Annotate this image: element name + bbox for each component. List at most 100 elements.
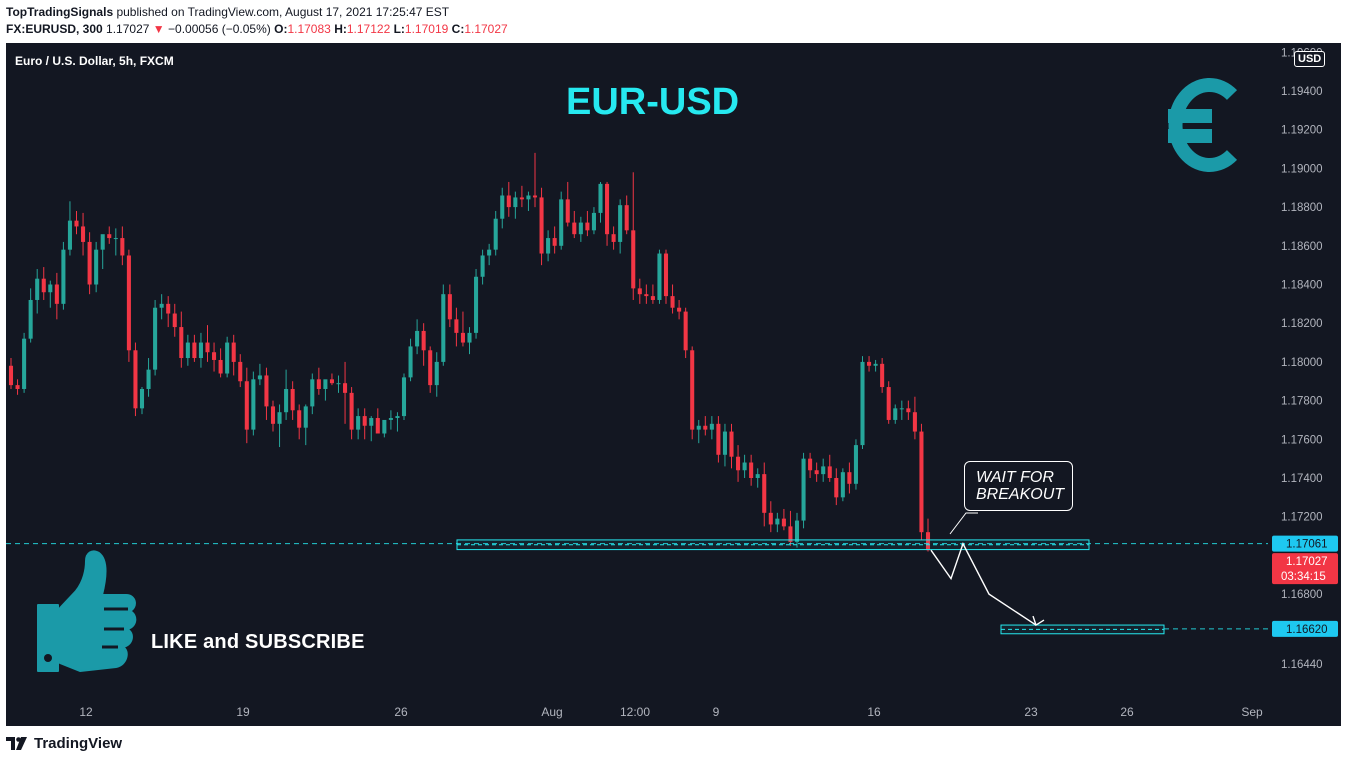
candle-body: [696, 425, 701, 430]
candle-body: [382, 419, 387, 434]
candle: [657, 249, 662, 304]
candle: [434, 352, 439, 397]
candle-body: [349, 392, 354, 430]
candle: [153, 299, 158, 376]
candle: [487, 243, 492, 266]
candle-body: [74, 220, 79, 227]
candle-body: [41, 278, 46, 293]
candle: [454, 307, 459, 347]
candle-body: [441, 294, 446, 362]
x-tick-label: 16: [867, 705, 881, 719]
chart-area[interactable]: 1.196001.194001.192001.190001.188001.186…: [6, 43, 1341, 726]
candle-body: [565, 199, 570, 223]
candle: [781, 508, 786, 531]
candle: [578, 216, 583, 242]
currency-badge[interactable]: USD: [1294, 51, 1326, 67]
footer-brand[interactable]: TradingView: [34, 735, 123, 752]
candle-body: [480, 255, 485, 277]
candle: [506, 181, 511, 217]
candle-body: [329, 379, 334, 384]
last-price-label: 1.17027: [1286, 556, 1328, 568]
candle: [421, 323, 426, 366]
candle-body: [814, 470, 819, 475]
published-text: published on TradingView.com, August 17,…: [113, 5, 450, 19]
candle: [159, 294, 164, 320]
candle: [670, 284, 675, 314]
header-line-2: FX:EURUSD, 300 1.17027 ▼ −0.00056 (−0.05…: [6, 22, 508, 36]
candle: [179, 311, 184, 368]
candle-body: [225, 342, 230, 374]
candle: [808, 452, 813, 478]
candle-body: [794, 520, 800, 542]
projection-path: [930, 542, 1037, 626]
candle-body: [474, 276, 479, 333]
candle: [100, 234, 105, 270]
candle: [48, 280, 53, 308]
candle: [146, 358, 151, 397]
candle-body: [572, 222, 577, 235]
candle: [834, 468, 839, 506]
candle: [441, 284, 446, 366]
candle: [722, 423, 727, 467]
candle-body: [546, 238, 551, 254]
candle: [107, 226, 112, 244]
candle: [925, 518, 931, 552]
last-price: 1.17027: [106, 22, 150, 36]
candle-body: [447, 294, 452, 320]
candle-body: [316, 379, 321, 389]
candle-body: [690, 350, 695, 430]
candle-body: [657, 253, 662, 300]
candle-body: [100, 234, 105, 250]
candle-body: [270, 406, 276, 424]
candle: [853, 439, 858, 490]
candle-body: [415, 330, 420, 347]
candle: [513, 191, 518, 219]
candle: [244, 367, 249, 444]
countdown-label: 03:34:15: [1281, 571, 1326, 583]
candle-body: [231, 342, 236, 362]
candle: [388, 410, 393, 430]
candle: [867, 356, 872, 372]
wait-for-breakout-callout: WAIT FOR BREAKOUT: [964, 461, 1073, 511]
level-label-target: 1.16620: [1286, 624, 1328, 636]
candle: [559, 191, 564, 250]
candle: [192, 334, 197, 362]
candle: [303, 404, 308, 446]
candle: [290, 381, 295, 420]
candle: [369, 416, 374, 442]
candle: [15, 379, 20, 395]
candle: [624, 195, 629, 235]
candle: [526, 191, 531, 211]
candle: [447, 284, 452, 328]
tradingview-logo-icon[interactable]: [6, 736, 28, 751]
candle: [113, 228, 118, 256]
price-change: −0.00056 (−0.05%): [168, 22, 271, 36]
candle-body: [867, 361, 872, 366]
close-value: 1.17027: [464, 22, 508, 36]
candle: [172, 303, 177, 337]
candle: [768, 501, 773, 533]
low-value: 1.17019: [404, 22, 449, 36]
candle-body: [526, 195, 531, 200]
candle-body: [284, 388, 289, 413]
candle-body: [663, 253, 669, 297]
candle: [284, 369, 289, 420]
candle-body: [736, 456, 741, 471]
candle: [532, 152, 538, 208]
candle: [749, 454, 754, 486]
candle-body: [388, 418, 393, 420]
candle: [133, 342, 138, 417]
footer: TradingView: [6, 735, 122, 752]
candle-body: [605, 183, 610, 235]
candle-body: [821, 466, 826, 475]
candle: [139, 387, 145, 415]
x-tick-label: 12: [79, 705, 93, 719]
down-arrow-icon: ▼: [152, 22, 165, 36]
candle: [120, 226, 125, 266]
candle-body: [487, 249, 492, 256]
publisher-name[interactable]: TopTradingSignals: [6, 5, 114, 19]
candle-body: [749, 462, 754, 478]
like-subscribe-text: LIKE and SUBSCRIBE: [151, 631, 365, 653]
price-chart-svg[interactable]: 1.196001.194001.192001.190001.188001.186…: [6, 43, 1341, 726]
candle-body: [120, 238, 125, 256]
